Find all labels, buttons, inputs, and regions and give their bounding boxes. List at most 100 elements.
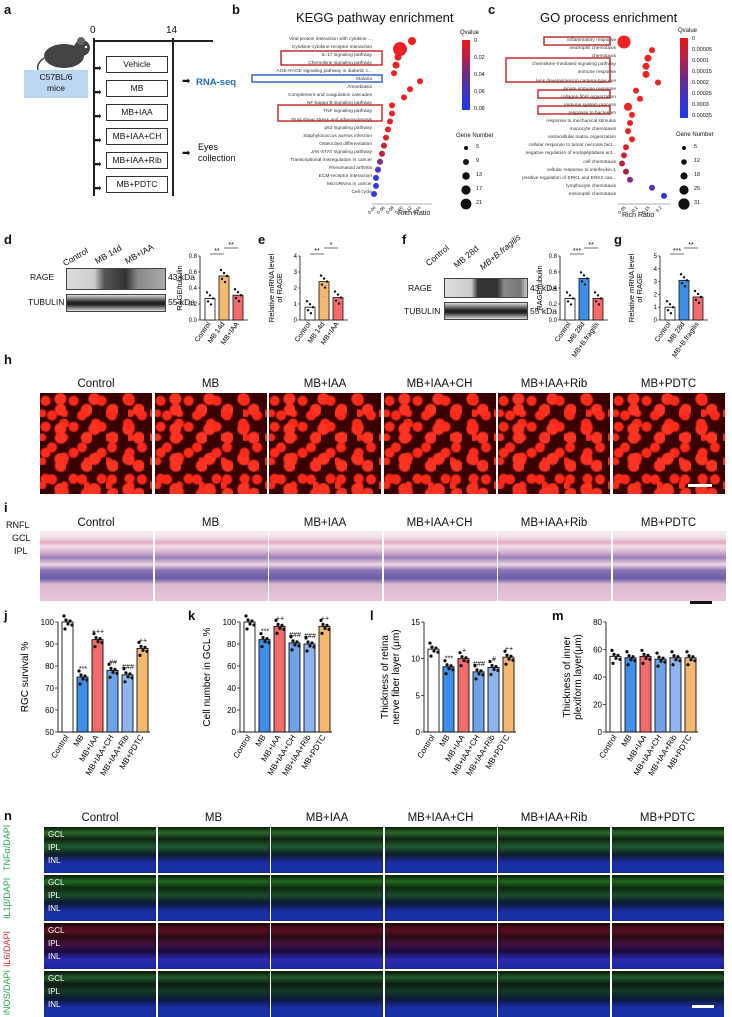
kegg-dot xyxy=(407,86,413,93)
kegg-term-label: Complement and coagulation cascades xyxy=(288,93,372,99)
d-y-tick: 0.6 xyxy=(189,270,198,276)
n-ihc-image xyxy=(157,923,270,969)
panel-letter-c: c xyxy=(488,2,496,17)
j-point xyxy=(64,618,68,622)
j-point xyxy=(93,645,97,649)
j-point xyxy=(126,675,130,679)
m-point xyxy=(629,658,633,662)
j-point xyxy=(113,667,117,671)
m-point xyxy=(611,661,615,665)
go-dot xyxy=(644,54,652,62)
e-y-tick: 1 xyxy=(294,302,298,308)
m-point xyxy=(642,652,646,656)
f-row-tubulin: TUBULIN xyxy=(404,306,441,316)
g-point xyxy=(699,295,703,299)
f-point xyxy=(599,297,603,300)
j-sig: +++ xyxy=(92,629,104,636)
k-bar xyxy=(273,625,286,733)
e-point xyxy=(339,296,343,299)
i-layer-rnfl: RNFL xyxy=(6,520,30,530)
n-marker-label: iNOS/DAPI xyxy=(2,969,12,1015)
k-sig: ### xyxy=(289,632,301,639)
g-point xyxy=(683,285,687,288)
k-point xyxy=(295,640,299,644)
go-term-label: cellular response to tumor necrosis fact… xyxy=(528,143,616,149)
m-point xyxy=(693,659,697,663)
n-caption: MB+IAA xyxy=(305,812,349,824)
f-y-tick: 0.8 xyxy=(549,254,558,260)
l-point xyxy=(474,677,478,681)
n-caption: MB+IAA+Rib xyxy=(520,812,588,824)
n-caption: MB+IAA+CH xyxy=(407,812,474,824)
l-y-label: Thickness of retina xyxy=(380,635,391,719)
l-bar xyxy=(457,658,470,733)
l-point xyxy=(447,667,451,671)
k-point xyxy=(297,644,301,648)
l-bar xyxy=(427,648,440,733)
f-point xyxy=(593,291,597,294)
panel-letter-m: m xyxy=(552,608,564,623)
h-retina-image xyxy=(154,393,267,494)
i-he-image xyxy=(40,531,153,601)
timeline-tick-0 xyxy=(93,38,95,46)
m-point xyxy=(657,655,661,659)
group-box-mb-pdtc: MB+PDTC xyxy=(106,176,168,193)
k-point xyxy=(305,649,309,653)
h-retina-image xyxy=(612,393,725,494)
k-point xyxy=(308,644,312,648)
go-term-label: extracellular matrix organization xyxy=(548,135,616,141)
l-sig: # xyxy=(492,656,496,663)
f-point xyxy=(579,271,583,274)
m-point xyxy=(661,656,665,660)
k-point xyxy=(250,619,254,623)
kegg-q-tick: 0.02 xyxy=(474,55,485,61)
i-layer-gcl: GCL xyxy=(12,533,31,543)
m-point xyxy=(648,657,652,661)
d-y-tick: 0.4 xyxy=(189,286,198,292)
kegg-size-dot xyxy=(462,172,470,180)
kegg-term-label: Chemokine signaling pathway xyxy=(308,61,372,67)
arrow-eyes-icon: ➡ xyxy=(182,148,191,159)
e-y-label: Relative mRNA level xyxy=(267,253,276,322)
l-sig: + xyxy=(462,648,466,655)
l-point xyxy=(444,672,448,676)
go-q-tick: 0.0003 xyxy=(692,102,709,108)
l-x-label: MB xyxy=(438,733,452,748)
timeline-tick-14 xyxy=(172,38,174,46)
n-ihc-image xyxy=(611,971,724,1017)
kegg-legend-n-title: Gene Number xyxy=(456,133,494,139)
n-marker-label: TNFα/DAPI xyxy=(2,824,12,871)
n-layer-label: IPL xyxy=(48,891,61,900)
d-point xyxy=(222,271,226,275)
rnaseq-label: RNA-seq xyxy=(196,77,237,88)
go-size-dot xyxy=(682,146,686,150)
kegg-title: KEGG pathway enrichment xyxy=(296,10,454,25)
n-ihc-image xyxy=(44,971,156,1017)
go-dot xyxy=(625,128,631,135)
i-caption: MB+IAA+CH xyxy=(406,517,473,529)
panel-letter-b: b xyxy=(232,2,240,17)
kegg-dot xyxy=(385,126,391,133)
kegg-dot xyxy=(408,37,416,45)
l-point xyxy=(509,654,513,658)
l-point xyxy=(460,655,464,659)
i-caption: MB xyxy=(201,517,220,529)
l-y-tick: 0 xyxy=(416,728,421,737)
kegg-dot xyxy=(417,78,423,85)
panel-letter-a: a xyxy=(4,2,12,17)
k-point xyxy=(275,631,279,635)
kegg-dot xyxy=(371,190,377,197)
go-highlight-4 xyxy=(537,105,611,115)
kegg-n-tick: 9 xyxy=(476,158,480,164)
m-bar xyxy=(639,655,652,733)
h-caption: MB xyxy=(201,378,220,390)
j-point xyxy=(94,636,98,640)
n-ihc-image xyxy=(384,827,497,873)
d-bar xyxy=(232,294,244,321)
go-q-tick: 0.0001 xyxy=(692,58,709,64)
e-point xyxy=(320,283,324,286)
group-box-mb-iaa-rib: MB+IAA+Rib xyxy=(106,152,168,169)
n-ihc-image xyxy=(611,923,724,969)
l-point xyxy=(429,654,433,658)
go-term-label: innate immune response xyxy=(563,86,616,92)
